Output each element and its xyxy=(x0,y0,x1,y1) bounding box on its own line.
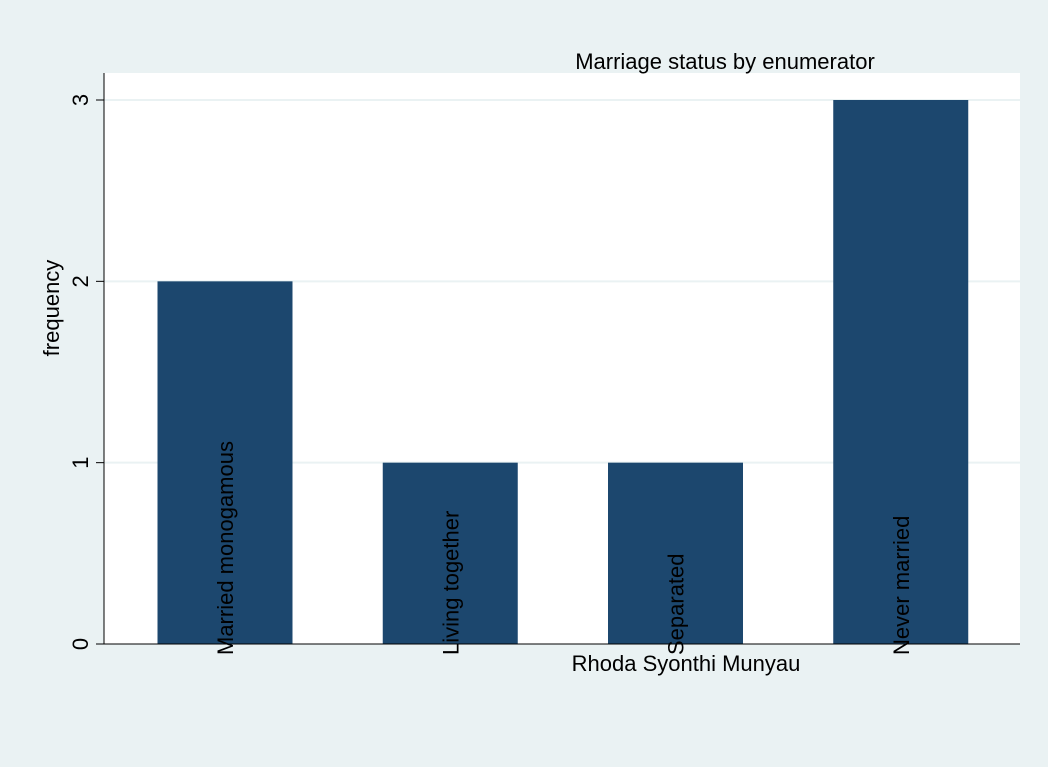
axes xyxy=(103,73,1020,645)
bar-labels: Married monogamous Living together Separat… xyxy=(213,441,914,655)
bar-category-label: Married monogamous xyxy=(213,441,238,655)
bar xyxy=(833,100,969,644)
bar-category-label: Separated xyxy=(664,553,689,655)
bar xyxy=(608,462,743,644)
y-tick-label: 3 xyxy=(68,94,93,106)
bar-category-label: Never married xyxy=(889,516,914,655)
bar-category-label: Living together xyxy=(438,511,463,655)
bar xyxy=(157,281,293,644)
bars xyxy=(157,100,969,644)
bar xyxy=(382,462,518,644)
chart-subtitle: Rhoda Syonthi Munyau xyxy=(572,651,801,676)
chart-title: Marriage status by enumerator xyxy=(575,49,875,74)
y-ticks: 0 1 2 3 xyxy=(68,94,104,650)
y-tick-label: 0 xyxy=(68,638,93,650)
y-tick-label: 1 xyxy=(68,457,93,469)
y-tick-label: 2 xyxy=(68,275,93,287)
y-axis-title: frequency xyxy=(39,260,64,357)
